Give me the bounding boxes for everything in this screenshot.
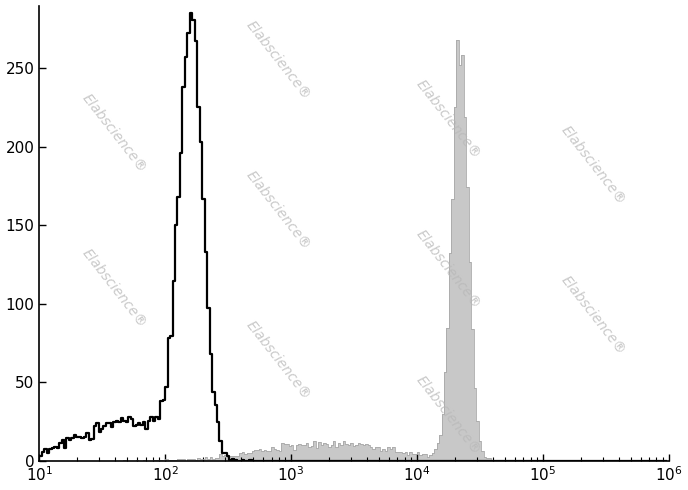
Text: Elabscience®: Elabscience® — [80, 91, 150, 175]
Text: Elabscience®: Elabscience® — [558, 273, 628, 357]
Text: Elabscience®: Elabscience® — [558, 123, 628, 207]
Text: Elabscience®: Elabscience® — [413, 77, 484, 162]
Text: Elabscience®: Elabscience® — [244, 169, 314, 252]
Text: Elabscience®: Elabscience® — [413, 227, 484, 312]
Text: Elabscience®: Elabscience® — [244, 18, 314, 102]
Text: Elabscience®: Elabscience® — [413, 373, 484, 458]
Text: Elabscience®: Elabscience® — [244, 318, 314, 403]
Text: Elabscience®: Elabscience® — [80, 246, 150, 330]
